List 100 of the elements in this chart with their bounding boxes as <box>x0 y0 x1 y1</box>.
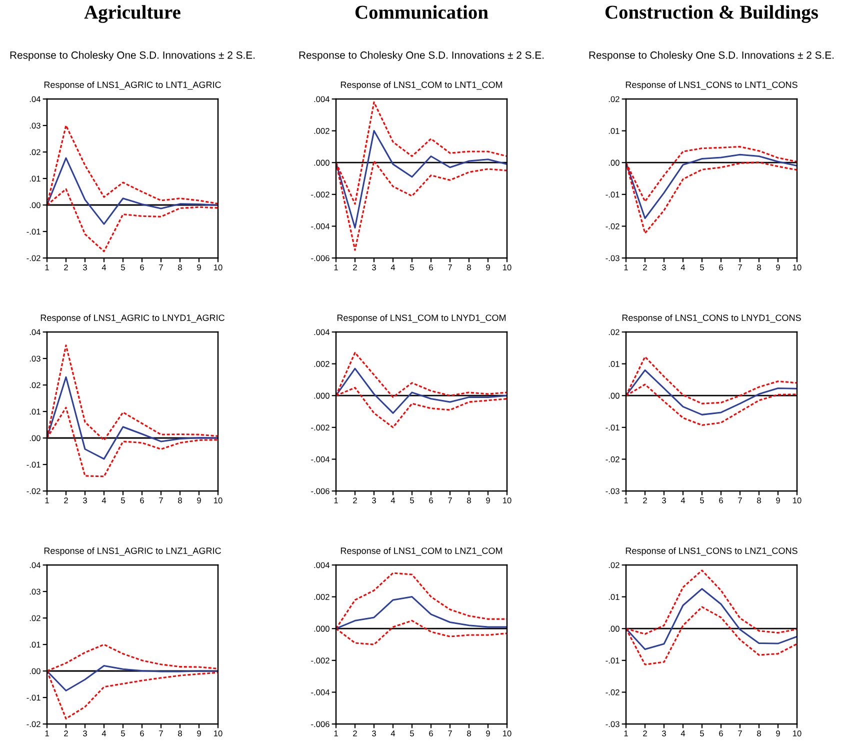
x-tick-label: 3 <box>83 730 87 736</box>
x-tick-label: 9 <box>197 730 201 736</box>
y-tick-label: -.02 <box>26 721 40 728</box>
x-tick-label: 10 <box>793 264 802 270</box>
y-tick-label: .01 <box>30 642 40 648</box>
y-tick-label: -.002 <box>311 424 330 430</box>
y-tick-label: -.03 <box>606 488 620 494</box>
x-tick-label: 8 <box>467 264 471 270</box>
x-tick-label: 6 <box>140 730 144 736</box>
chart-title: Response of LNS1_AGRIC to LNT1_AGRIC <box>44 81 221 90</box>
x-tick-label: 5 <box>410 730 414 736</box>
x-tick-label: 5 <box>121 730 125 736</box>
x-tick-label: 1 <box>334 730 338 736</box>
x-tick-label: 2 <box>353 730 357 736</box>
x-tick-label: 2 <box>64 264 68 270</box>
text: Response to Cholesky One S.D. Innovations ± 2 S.E. <box>589 51 834 61</box>
x-tick-label: 10 <box>214 730 222 736</box>
x-tick-label: 6 <box>719 730 723 736</box>
x-tick-label: 9 <box>776 730 780 736</box>
x-tick-label: 3 <box>662 730 666 736</box>
y-tick-label: -.004 <box>311 223 330 230</box>
x-tick-label: 6 <box>719 264 723 270</box>
y-tick-label: .04 <box>30 562 41 568</box>
x-tick-label: 7 <box>448 730 452 736</box>
x-tick-label: 9 <box>776 497 780 504</box>
x-tick-label: 8 <box>757 730 761 736</box>
x-tick-label: 8 <box>757 264 761 270</box>
x-tick-label: 7 <box>738 730 742 736</box>
x-tick-label: 2 <box>64 497 68 504</box>
x-tick-label: 8 <box>757 497 761 504</box>
y-tick-label: .02 <box>608 562 620 568</box>
x-tick-label: 10 <box>793 730 802 736</box>
x-tick-label: 4 <box>390 730 396 736</box>
x-tick-label: 4 <box>390 264 396 270</box>
y-tick-label: -.03 <box>606 721 620 728</box>
x-tick-label: 1 <box>334 498 338 504</box>
y-tick-label: -.01 <box>26 462 40 468</box>
x-tick-label: 3 <box>662 264 666 270</box>
x-tick-label: 7 <box>448 264 452 270</box>
x-tick-label: 8 <box>178 497 182 504</box>
x-tick-label: 9 <box>486 497 490 504</box>
y-tick-label: .01 <box>608 128 620 134</box>
x-tick-label: 1 <box>624 730 628 736</box>
x-tick-label: 6 <box>140 497 144 504</box>
y-tick-label: -.004 <box>311 689 330 696</box>
chart-title: Response of LNS1_CONS to LNT1_CONS <box>626 81 798 90</box>
x-tick-label: 1 <box>45 498 49 504</box>
y-tick-label: -.006 <box>311 255 330 262</box>
y-tick-label: -.002 <box>311 192 330 198</box>
y-tick-label: -.02 <box>26 255 40 262</box>
y-tick-label: -.006 <box>311 721 330 728</box>
y-tick-label: .00 <box>608 392 620 399</box>
y-tick-label: -.004 <box>311 456 330 462</box>
y-tick-label: -.01 <box>606 424 620 430</box>
y-tick-label: -.03 <box>606 255 620 262</box>
x-tick-label: 2 <box>353 264 357 270</box>
text: Construction & Buildings <box>605 5 818 23</box>
x-tick-label: 9 <box>197 497 201 504</box>
y-tick-label: .01 <box>608 594 620 600</box>
x-tick-label: 9 <box>197 264 201 270</box>
y-tick-label: -.002 <box>311 658 330 664</box>
y-tick-label: .01 <box>30 408 40 415</box>
x-tick-label: 2 <box>64 730 68 736</box>
y-tick-label: -.02 <box>606 456 620 462</box>
x-tick-label: 2 <box>643 497 647 504</box>
x-tick-label: 6 <box>719 497 723 504</box>
chart-title: Response of LNS1_AGRIC to LNYD1_AGRIC <box>40 314 224 323</box>
y-tick-label: .02 <box>30 615 40 622</box>
x-tick-label: 6 <box>429 264 433 270</box>
x-tick-label: 3 <box>83 264 87 270</box>
x-tick-label: 2 <box>643 730 647 736</box>
y-tick-label: .02 <box>608 96 620 102</box>
x-tick-label: 7 <box>738 264 742 270</box>
y-tick-label: .01 <box>608 361 620 367</box>
y-tick-label: .03 <box>30 588 40 595</box>
y-tick-label: .02 <box>608 329 620 336</box>
text: Communication <box>355 5 488 19</box>
x-tick-label: 7 <box>738 498 742 504</box>
x-tick-label: 8 <box>178 264 182 270</box>
y-tick-label: .000 <box>314 626 330 632</box>
y-tick-label: -.02 <box>606 223 620 230</box>
x-tick-label: 1 <box>334 264 338 270</box>
x-tick-label: 4 <box>102 730 106 736</box>
chart-title: Response of LNS1_COM to LNT1_COM <box>340 81 502 90</box>
x-tick-label: 10 <box>793 497 802 504</box>
y-tick-label: .01 <box>30 176 40 182</box>
y-tick-label: .004 <box>314 562 330 568</box>
x-tick-label: 10 <box>214 264 222 270</box>
y-tick-label: .002 <box>314 594 330 600</box>
x-tick-label: 5 <box>700 498 704 504</box>
x-tick-label: 4 <box>102 498 106 504</box>
x-tick-label: 4 <box>680 730 686 736</box>
x-tick-label: 3 <box>83 497 87 504</box>
y-tick-label: .002 <box>314 361 330 367</box>
y-tick-label: -.01 <box>26 228 40 235</box>
y-tick-label: .004 <box>314 96 330 102</box>
x-tick-label: 9 <box>486 730 490 736</box>
chart-title: Response of LNS1_CONS to LNZ1_CONS <box>626 547 798 556</box>
y-tick-label: .04 <box>30 329 41 336</box>
y-tick-label: .02 <box>30 382 40 388</box>
